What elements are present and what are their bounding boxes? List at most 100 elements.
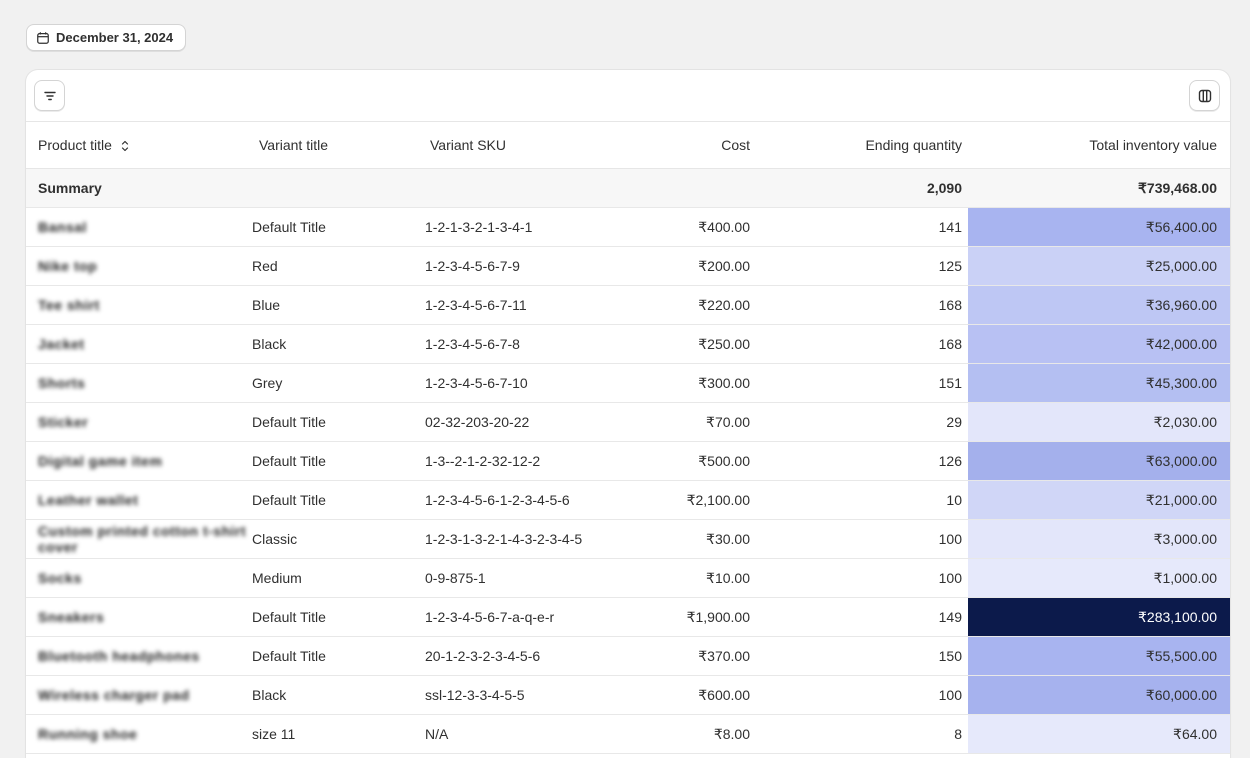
- variant-sku-cell: 1-2-3-1-3-2-1-4-3-2-3-4-5: [425, 519, 614, 559]
- product-title-text: Leather wallet: [38, 492, 139, 508]
- ending-quantity-cell: 125: [750, 246, 968, 286]
- product-title-text: Running shoe: [38, 726, 138, 742]
- cost-cell: ₹250.00: [614, 324, 750, 364]
- ending-quantity-cell: 100: [750, 558, 968, 598]
- cost-cell: ₹400.00: [614, 207, 750, 247]
- product-title-cell: Shorts: [26, 363, 252, 403]
- variant-title-cell: Black: [252, 675, 425, 715]
- variant-title-cell: size 11: [252, 714, 425, 754]
- summary-total-inventory-value: ₹739,468.00: [968, 168, 1230, 208]
- filter-sort-button[interactable]: [34, 80, 65, 111]
- product-title-cell: Wireless charger pad: [26, 675, 252, 715]
- table-row: Custom printed cotton t-shirt cover Class…: [26, 519, 1230, 559]
- variant-sku-cell: N/A: [425, 714, 614, 754]
- ending-quantity-cell: 151: [750, 363, 968, 403]
- product-title-text: Jacket: [38, 336, 85, 352]
- variant-sku-cell: 1-2-3-4-5-6-7-9: [425, 246, 614, 286]
- variant-sku-cell: 1-2-1-3-2-1-3-4-1: [425, 207, 614, 247]
- variant-title-cell: Default Title: [252, 480, 425, 520]
- col-header-variant-title[interactable]: Variant title: [252, 122, 425, 169]
- variant-sku-cell: 1-2-3-4-5-6-7-10: [425, 363, 614, 403]
- table-row: Bansal Default Title 1-2-1-3-2-1-3-4-1 ₹400…: [26, 207, 1230, 247]
- product-title-cell: Jacket: [26, 324, 252, 364]
- inventory-table: Product title Variant title Variant SKU …: [26, 122, 1230, 754]
- table-row: Leather wallet Default Title 1-2-3-4-5-6-1…: [26, 480, 1230, 520]
- product-title-text: Nike top: [38, 258, 98, 274]
- cost-cell: ₹200.00: [614, 246, 750, 286]
- table-row: Shorts Grey 1-2-3-4-5-6-7-10 ₹300.00 151 ₹45,…: [26, 363, 1230, 403]
- col-header-ending-quantity[interactable]: Ending quantity: [750, 122, 968, 169]
- variant-title-cell: Default Title: [252, 636, 425, 676]
- product-title-text: Bansal: [38, 219, 87, 235]
- variant-title-cell: Black: [252, 324, 425, 364]
- inventory-value-cell: ₹25,000.00: [968, 246, 1230, 286]
- variant-sku-cell: 1-2-3-4-5-6-7-a-q-e-r: [425, 597, 614, 637]
- cost-cell: ₹500.00: [614, 441, 750, 481]
- cost-cell: ₹370.00: [614, 636, 750, 676]
- date-label: December 31, 2024: [56, 30, 174, 45]
- inventory-value-cell: ₹283,100.00: [968, 597, 1230, 637]
- product-title-text: Socks: [38, 570, 82, 586]
- variant-sku-cell: 0-9-875-1: [425, 558, 614, 598]
- cost-cell: ₹10.00: [614, 558, 750, 598]
- variant-title-cell: Medium: [252, 558, 425, 598]
- summary-label: Summary: [26, 168, 252, 208]
- sort-icon: [121, 141, 128, 152]
- table-row: Bluetooth headphones Default Title 20-1-2-…: [26, 636, 1230, 676]
- cost-cell: ₹70.00: [614, 402, 750, 442]
- ending-quantity-cell: 29: [750, 402, 968, 442]
- table-row: Jacket Black 1-2-3-4-5-6-7-8 ₹250.00 168 ₹42,…: [26, 324, 1230, 364]
- table-row: Sneakers Default Title 1-2-3-4-5-6-7-a-q-e…: [26, 597, 1230, 637]
- product-title-cell: Custom printed cotton t-shirt cover: [26, 519, 252, 559]
- product-title-cell: Sneakers: [26, 597, 252, 637]
- table-row: Digital game item Default Title 1-3--2-1-2…: [26, 441, 1230, 481]
- variant-title-cell: Blue: [252, 285, 425, 325]
- inventory-report-card: Product title Variant title Variant SKU …: [26, 70, 1230, 758]
- variant-sku-cell: 20-1-2-3-2-3-4-5-6: [425, 636, 614, 676]
- variant-sku-cell: 1-2-3-4-5-6-7-8: [425, 324, 614, 364]
- variant-title-cell: Default Title: [252, 597, 425, 637]
- product-title-cell: Sticker: [26, 402, 252, 442]
- col-header-total-inventory-value[interactable]: Total inventory value: [968, 122, 1230, 169]
- inventory-value-cell: ₹56,400.00: [968, 207, 1230, 247]
- cost-cell: ₹220.00: [614, 285, 750, 325]
- inventory-value-cell: ₹2,030.00: [968, 402, 1230, 442]
- summary-row: Summary 2,090 ₹739,468.00: [26, 168, 1230, 208]
- cost-cell: ₹8.00: [614, 714, 750, 754]
- product-title-cell: Bluetooth headphones: [26, 636, 252, 676]
- variant-title-cell: Default Title: [252, 402, 425, 442]
- table-row: Running shoe size 11 N/A ₹8.00 8 ₹64.00: [26, 714, 1230, 754]
- product-title-cell: Tee shirt: [26, 285, 252, 325]
- cost-cell: ₹2,100.00: [614, 480, 750, 520]
- cost-cell: ₹30.00: [614, 519, 750, 559]
- columns-button[interactable]: [1189, 80, 1220, 111]
- variant-title-cell: Grey: [252, 363, 425, 403]
- inventory-value-cell: ₹3,000.00: [968, 519, 1230, 559]
- inventory-value-cell: ₹21,000.00: [968, 480, 1230, 520]
- col-header-variant-sku[interactable]: Variant SKU: [425, 122, 614, 169]
- columns-icon: [1198, 89, 1211, 102]
- cost-cell: ₹300.00: [614, 363, 750, 403]
- col-header-product-title[interactable]: Product title: [26, 122, 252, 169]
- product-title-text: Digital game item: [38, 453, 163, 469]
- col-header-cost[interactable]: Cost: [614, 122, 750, 169]
- product-title-cell: Running shoe: [26, 714, 252, 754]
- ending-quantity-cell: 168: [750, 285, 968, 325]
- table-row: Wireless charger pad Black ssl-12-3-3-4-5-…: [26, 675, 1230, 715]
- product-title-text: Custom printed cotton t-shirt cover: [38, 523, 247, 555]
- inventory-value-cell: ₹64.00: [968, 714, 1230, 754]
- variant-sku-cell: ssl-12-3-3-4-5-5: [425, 675, 614, 715]
- table-row: Sticker Default Title 02-32-203-20-22 ₹70.0…: [26, 402, 1230, 442]
- inventory-value-cell: ₹42,000.00: [968, 324, 1230, 364]
- date-picker-button[interactable]: December 31, 2024: [26, 24, 187, 51]
- product-title-text: Sticker: [38, 414, 89, 430]
- ending-quantity-cell: 126: [750, 441, 968, 481]
- cost-cell: ₹1,900.00: [614, 597, 750, 637]
- ending-quantity-cell: 10: [750, 480, 968, 520]
- product-title-text: Wireless charger pad: [38, 687, 190, 703]
- inventory-value-cell: ₹45,300.00: [968, 363, 1230, 403]
- inventory-value-cell: ₹60,000.00: [968, 675, 1230, 715]
- variant-sku-cell: 02-32-203-20-22: [425, 402, 614, 442]
- ending-quantity-cell: 149: [750, 597, 968, 637]
- ending-quantity-cell: 8: [750, 714, 968, 754]
